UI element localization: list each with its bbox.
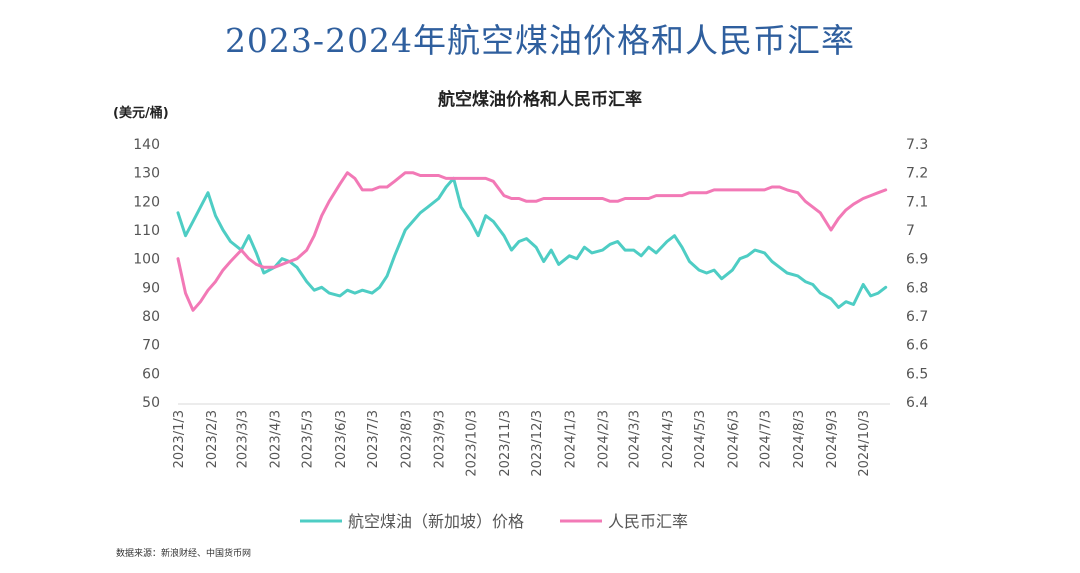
jet-fuel-price-line: [176, 176, 888, 309]
x-tick-label: 2023/3/3: [235, 410, 250, 468]
x-tick-label: 2023/6/3: [334, 410, 349, 468]
y-left-tick-label: 100: [133, 252, 160, 268]
x-tick-label: 2023/1/3: [172, 410, 187, 468]
chart-title: 航空煤油价格和人民币汇率: [438, 89, 642, 110]
y-left-tick-label: 50: [142, 395, 160, 411]
y-right-tick-label: 6.8: [906, 280, 928, 296]
legend-label: 人民币汇率: [608, 512, 688, 531]
x-tick-label: 2024/6/3: [726, 410, 741, 468]
x-tick-label: 2024/5/3: [693, 410, 708, 468]
x-tick-label: 2024/1/3: [563, 410, 578, 468]
x-tick-label: 2023/12/3: [530, 410, 545, 477]
y-right-tick-label: 7.3: [906, 137, 928, 153]
x-tick-label: 2023/10/3: [465, 410, 480, 477]
y-left-tick-label: 70: [142, 338, 160, 354]
y-left-tick-label: 130: [133, 166, 160, 182]
y-left-tick-label: 110: [133, 223, 160, 239]
y-left-tick-label: 140: [133, 137, 160, 153]
y-right-tick-label: 6.5: [906, 366, 928, 382]
y-left-tick-label: 90: [142, 280, 160, 296]
y-right-tick-label: 7: [906, 223, 915, 239]
y-right-tick-label: 6.9: [906, 252, 928, 268]
x-tick-label: 2024/7/3: [759, 410, 774, 468]
y-left-unit-label: (美元/桶): [113, 105, 169, 121]
rmb-exchange-rate-line: [176, 171, 888, 312]
x-tick-label: 2023/11/3: [498, 410, 513, 477]
y-right-tick-label: 6.6: [906, 338, 928, 354]
y-right-tick-label: 7.2: [906, 166, 928, 182]
x-tick-label: 2024/2/3: [597, 410, 612, 468]
y-right-tick-label: 6.7: [906, 309, 928, 325]
x-tick-label: 2024/9/3: [825, 410, 840, 468]
y-left-tick-label: 60: [142, 366, 160, 382]
x-tick-label: 2024/10/3: [857, 410, 872, 477]
y-right-axis: 6.4 6.5 6.6 6.7 6.8 6.9 7 7.1 7.2 7.3: [906, 137, 928, 411]
y-left-axis: 50 60 70 80 90 100 110 120 130 140: [133, 137, 160, 411]
y-right-tick-label: 7.1: [906, 194, 928, 210]
y-right-tick-label: 6.4: [906, 395, 928, 411]
x-axis: 2023/1/3 2023/2/3 2023/3/3 2023/4/3 2023/5/3…: [172, 403, 890, 477]
x-tick-label: 2023/8/3: [399, 410, 414, 468]
x-tick-label: 2023/9/3: [433, 410, 448, 468]
plot-area: [176, 171, 888, 312]
x-tick-label: 2024/4/3: [661, 410, 676, 468]
page-title: 2023-2024年航空煤油价格和人民币汇率: [224, 21, 856, 60]
y-left-tick-label: 80: [142, 309, 160, 325]
x-tick-label: 2024/8/3: [792, 410, 807, 468]
data-source-note: 数据来源：新浪财经、中国货币网: [116, 549, 252, 559]
x-tick-label: 2023/2/3: [205, 410, 220, 468]
legend: 航空煤油（新加坡）价格 人民币汇率: [300, 512, 688, 531]
x-tick-label: 2023/7/3: [366, 410, 381, 468]
x-tick-label: 2023/5/3: [301, 410, 316, 468]
x-tick-label: 2023/4/3: [269, 410, 284, 468]
x-tick-label: 2024/3/3: [628, 410, 643, 468]
legend-label: 航空煤油（新加坡）价格: [348, 512, 524, 531]
y-left-tick-label: 120: [133, 194, 160, 210]
